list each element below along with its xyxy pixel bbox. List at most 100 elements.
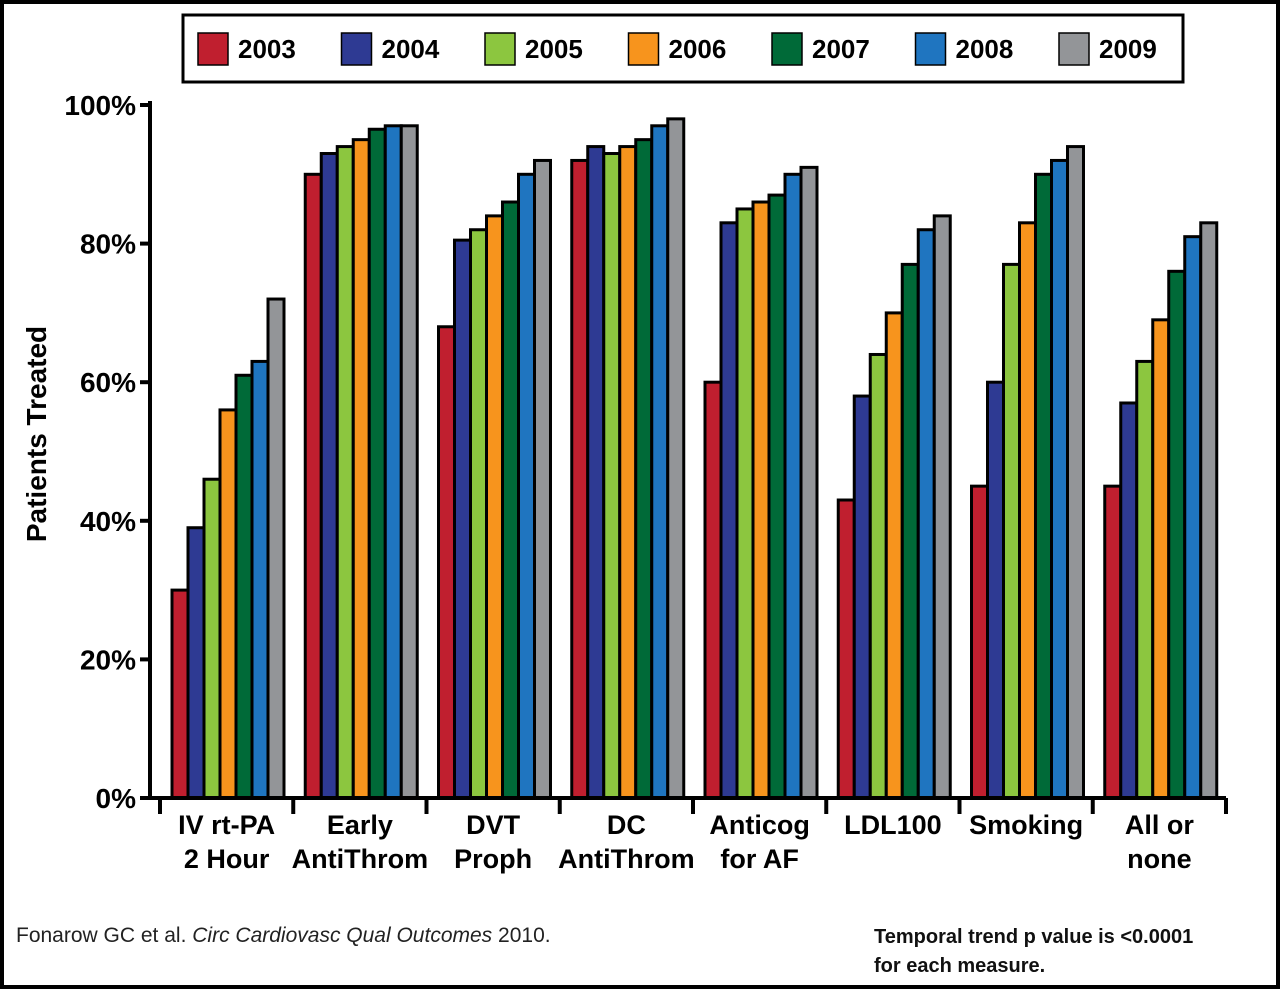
y-tick-label: 60% (80, 367, 136, 398)
bar-2008-5 (916, 228, 936, 800)
x-tick-label: LDL100 (844, 810, 942, 840)
bar-2006-2 (485, 214, 504, 800)
bar-2008-6 (1050, 158, 1069, 800)
bar-2005-0 (202, 477, 222, 800)
bar-2007-5 (900, 262, 920, 800)
legend-label-2008: 2008 (956, 34, 1014, 64)
bar-2004-6 (986, 380, 1005, 800)
citation-journal: Circ Cardiovasc Qual Outcomes (192, 924, 493, 947)
x-tick-label: none (1127, 844, 1192, 874)
bar-2004-7 (1119, 401, 1139, 800)
y-tick-label: 20% (80, 644, 136, 675)
bar-2009-1 (399, 124, 419, 800)
legend-swatch-2006 (627, 32, 660, 66)
bar-2004-3 (586, 145, 606, 800)
bar-2005-2 (469, 228, 488, 800)
x-tick-label: All or (1125, 810, 1194, 840)
x-tick-label: 2 Hour (184, 844, 270, 874)
legend-swatch-2007 (771, 32, 803, 66)
legend-label-2006: 2006 (669, 34, 727, 64)
legend-swatch-2003 (197, 32, 229, 66)
bar-2009-5 (932, 214, 952, 800)
bar-2005-4 (735, 207, 755, 800)
bar-2003-7 (1103, 484, 1123, 800)
trend-note: Temporal trend p value is <0.0001 for eac… (874, 923, 1193, 981)
legend-label-2004: 2004 (382, 34, 440, 64)
legend-swatch-2005 (484, 32, 516, 66)
bar-2005-6 (1002, 262, 1021, 800)
y-tick-label: 80% (80, 229, 136, 260)
bar-2008-4 (783, 172, 803, 800)
bar-2004-0 (186, 526, 206, 800)
bar-2009-6 (1066, 145, 1085, 800)
citation-year: 2010. (498, 924, 551, 947)
bar-2003-1 (303, 172, 323, 800)
bar-chart: 0% 20% 40% 60% 80% 100% IV rt-PA 2 Hour Early Ant… (21, 13, 1228, 874)
bar-2004-2 (453, 238, 472, 800)
legend-label-2007: 2007 (812, 34, 870, 64)
bar-2003-2 (437, 325, 456, 800)
legend-swatch-2008 (914, 32, 947, 66)
bar-2007-1 (367, 127, 387, 800)
x-tick-label: Early (327, 810, 393, 840)
bar-2006-5 (884, 311, 904, 800)
y-tick-label: 0% (96, 783, 137, 814)
x-tick-label: Smoking (969, 810, 1083, 840)
x-tick-label: IV rt-PA (178, 810, 275, 840)
bar-2008-1 (383, 124, 403, 800)
trend-note-line1: Temporal trend p value is <0.0001 (874, 926, 1194, 948)
bar-2007-3 (634, 138, 654, 800)
bar-2009-3 (666, 117, 686, 800)
legend-label-2005: 2005 (525, 34, 583, 64)
trend-note-line2: for each measure. (874, 955, 1046, 977)
x-tick-label: for AF (720, 844, 798, 874)
bar-2006-7 (1151, 318, 1171, 800)
bar-2003-6 (970, 484, 989, 800)
y-tick-label: 40% (80, 506, 136, 537)
bar-2007-2 (501, 200, 520, 800)
bar-2008-2 (517, 172, 536, 800)
x-tick-label: AntiThrom (558, 844, 694, 874)
bar-2003-5 (836, 498, 856, 800)
bar-2004-4 (719, 221, 739, 800)
bar-2006-6 (1018, 221, 1037, 800)
x-tick-label: DVT (466, 810, 521, 840)
bar-2005-5 (868, 352, 888, 800)
legend-swatch-2009 (1058, 32, 1090, 66)
bar-2008-3 (650, 124, 670, 800)
bar-2006-3 (618, 145, 638, 800)
bar-2003-0 (170, 588, 190, 800)
bar-2005-3 (602, 152, 622, 800)
bar-2003-3 (570, 158, 590, 800)
bar-2007-4 (767, 193, 787, 800)
x-tick-label: Proph (454, 844, 532, 874)
bar-2009-0 (266, 297, 286, 800)
bar-2006-4 (751, 200, 771, 800)
legend-label-2003: 2003 (238, 34, 296, 64)
bar-2008-7 (1183, 235, 1203, 800)
bar-2008-0 (250, 359, 270, 800)
x-tick-label: AntiThrom (292, 844, 428, 874)
bar-2009-4 (799, 165, 819, 800)
bar-2007-0 (234, 373, 254, 800)
bar-2004-1 (319, 152, 339, 800)
bar-2005-1 (335, 145, 355, 800)
bar-2009-2 (533, 158, 552, 800)
y-tick-label: 100% (64, 90, 136, 121)
bar-2004-5 (852, 394, 872, 800)
legend-label-2009: 2009 (1099, 34, 1157, 64)
chart-frame: 0% 20% 40% 60% 80% 100% IV rt-PA 2 Hour Early Ant… (4, 4, 1276, 985)
x-tick-label: DC (607, 810, 646, 840)
citation: Fonarow GC et al. Circ Cardiovasc Qual O… (16, 924, 551, 948)
citation-author: Fonarow GC et al. (16, 924, 187, 947)
y-axis-label: Patients Treated (21, 326, 52, 542)
bar-2003-4 (703, 380, 723, 800)
bar-2006-1 (351, 138, 371, 800)
bar-2005-7 (1135, 359, 1155, 800)
bar-2007-7 (1167, 269, 1187, 800)
bar-2007-6 (1034, 172, 1053, 800)
bar-2006-0 (218, 408, 238, 800)
legend-swatch-2004 (340, 32, 373, 66)
bar-2009-7 (1199, 221, 1219, 800)
x-tick-label: Anticog (709, 810, 810, 840)
